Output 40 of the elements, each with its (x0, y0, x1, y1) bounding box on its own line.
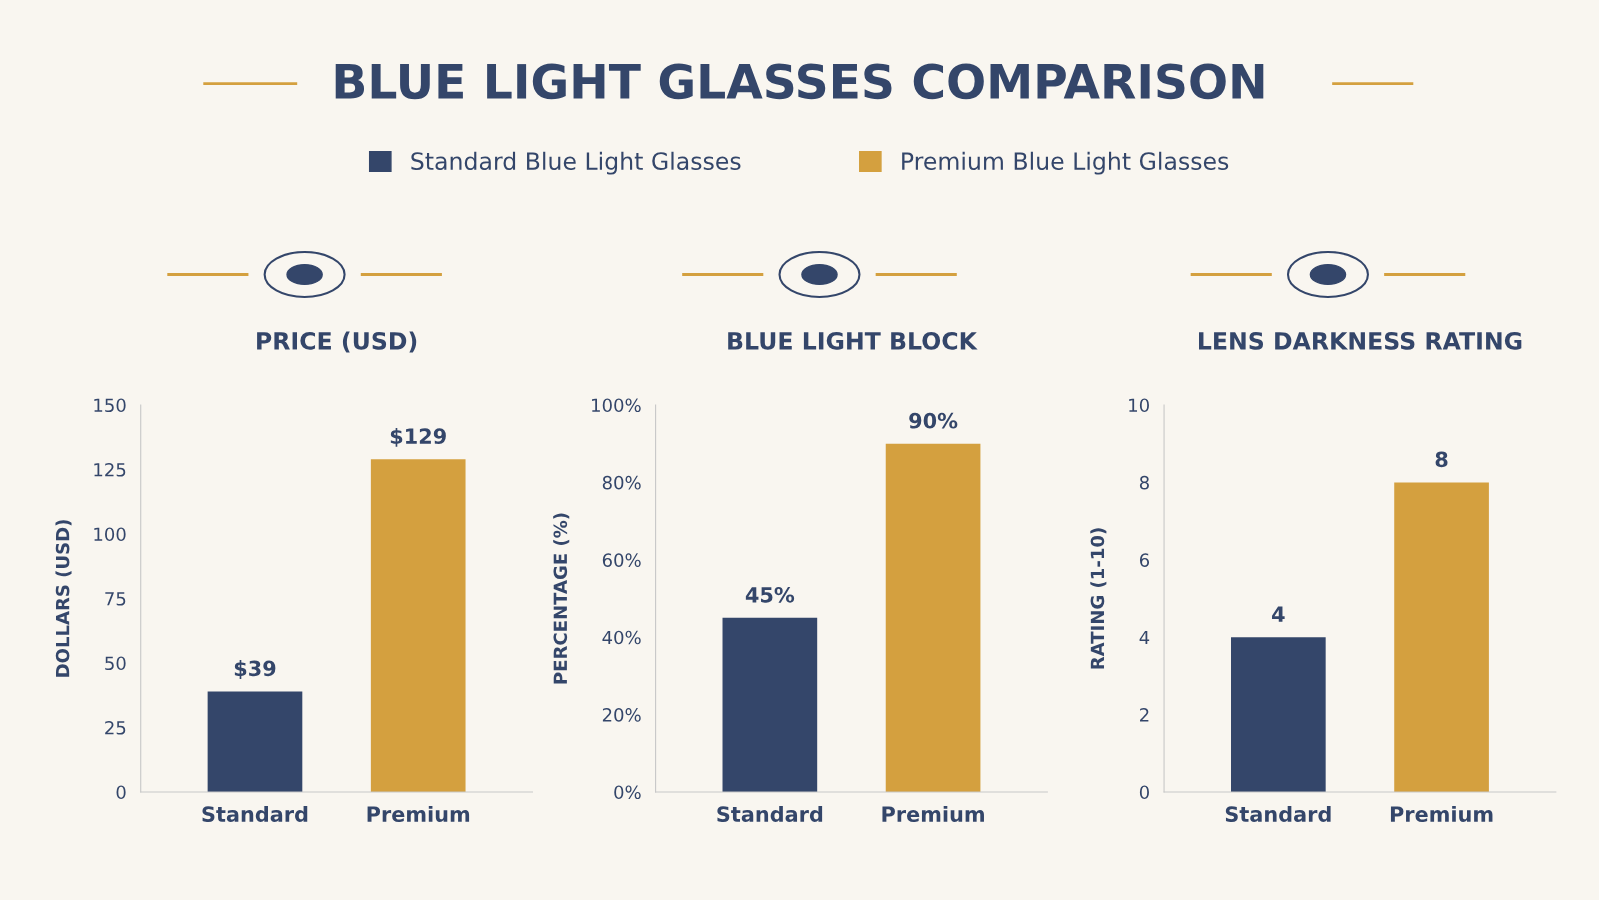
y-tick-label: 6 (1139, 553, 1150, 567)
data-label: 4 (1272, 606, 1285, 622)
data-label: 45% (745, 586, 795, 603)
y-tick-label: 75 (105, 592, 126, 606)
data-label: 8 (1435, 451, 1448, 468)
y-tick-label: 4 (1139, 630, 1150, 645)
y-tick-label: 0 (116, 785, 126, 800)
y-tick-label: 25 (105, 720, 126, 735)
x-tick-label: Standard (202, 805, 308, 823)
x-tick-label: Standard (717, 805, 823, 823)
y-axis-title: DOLLARS (USD) (55, 520, 72, 677)
y-tick-label: 150 (94, 398, 126, 413)
data-label: 90% (909, 412, 958, 429)
x-tick-label: Premium (882, 805, 984, 823)
y-tick-label: 8 (1139, 475, 1149, 490)
text: BLUE LIGHT GLASSES COMPARISON (335, 63, 1264, 100)
chart-title: PRICE (USD) (257, 331, 417, 353)
x-tick-label: Premium (367, 805, 470, 823)
y-tick-label: 2 (1140, 708, 1149, 722)
y-tick-label: 60% (602, 553, 641, 567)
y-tick-label: 100% (592, 398, 641, 413)
x-tick-label: Premium (1390, 805, 1493, 823)
y-axis-title: PERCENTAGE (%) (553, 513, 570, 684)
y-tick-label: 10 (1129, 398, 1149, 413)
data-label: $39 (234, 660, 276, 679)
chart-title: LENS DARKNESS RATING (1199, 331, 1522, 350)
y-tick-label: 0% (614, 785, 641, 800)
y-tick-label: 80% (602, 475, 641, 490)
chart-title: BLUE LIGHT BLOCK (728, 331, 978, 350)
y-tick-label: 40% (602, 630, 641, 645)
x-tick-label: Standard (1225, 805, 1331, 823)
legend-label: Premium Blue Light Glasses (902, 151, 1229, 175)
legend-label: Standard Blue Light Glasses (411, 151, 741, 175)
y-tick-label: 125 (94, 462, 126, 477)
y-tick-label: 20% (602, 708, 641, 722)
y-tick-label: 100 (94, 527, 126, 542)
y-tick-label: 50 (105, 656, 126, 671)
y-axis-title: RATING (1-10) (1090, 528, 1107, 669)
data-label: $129 (390, 427, 446, 447)
y-tick-label: 0 (1139, 785, 1149, 800)
